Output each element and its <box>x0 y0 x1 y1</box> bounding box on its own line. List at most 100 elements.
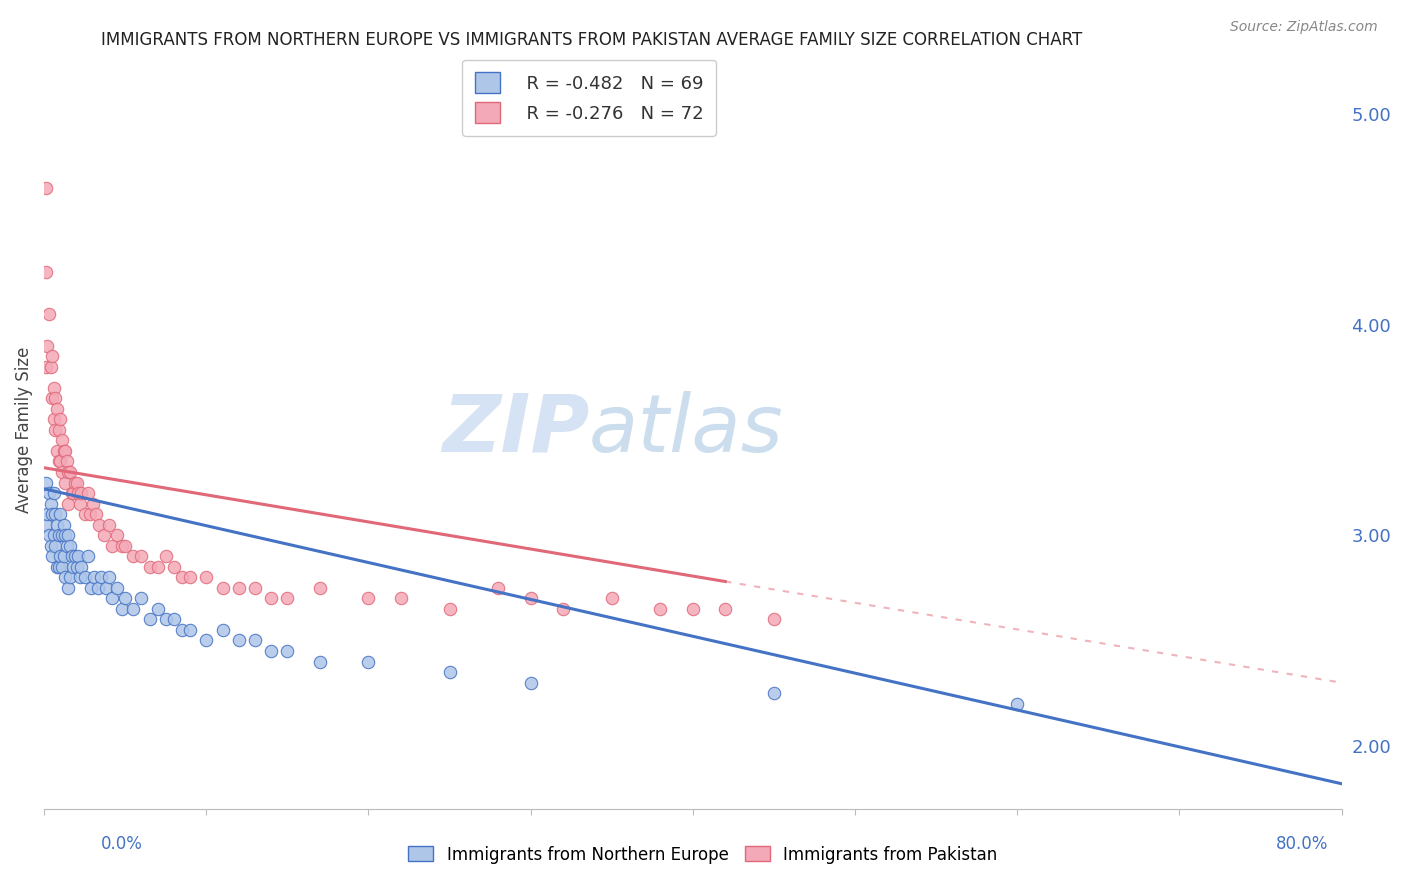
Point <box>48 528 70 542</box>
Point <box>357 655 380 669</box>
Point <box>51 465 73 479</box>
Point <box>49 507 72 521</box>
Point <box>211 581 233 595</box>
Point <box>48 454 70 468</box>
Point <box>60 486 83 500</box>
Text: atlas: atlas <box>589 391 783 469</box>
Point <box>65 475 87 490</box>
Point <box>82 497 104 511</box>
Point <box>89 517 111 532</box>
Point <box>42 486 65 500</box>
Point <box>93 528 115 542</box>
Point <box>308 581 330 595</box>
Point <box>714 602 737 616</box>
Point <box>58 497 80 511</box>
Point <box>243 633 266 648</box>
Point <box>56 539 79 553</box>
Point <box>131 591 153 606</box>
Point <box>49 454 72 468</box>
Point <box>46 559 69 574</box>
Point <box>122 549 145 564</box>
Point <box>51 434 73 448</box>
Point <box>44 391 66 405</box>
Point <box>84 507 107 521</box>
Point <box>41 349 63 363</box>
Point <box>77 549 100 564</box>
Point <box>519 591 541 606</box>
Point <box>101 591 124 606</box>
Point <box>49 549 72 564</box>
Point <box>44 423 66 437</box>
Text: ZIP: ZIP <box>441 391 589 469</box>
Point <box>38 307 60 321</box>
Point <box>600 591 623 606</box>
Point <box>357 591 380 606</box>
Point <box>73 507 96 521</box>
Point <box>179 623 201 637</box>
Point <box>46 401 69 416</box>
Point <box>195 633 218 648</box>
Point <box>63 475 86 490</box>
Point <box>486 581 509 595</box>
Point <box>122 602 145 616</box>
Point <box>131 549 153 564</box>
Legend:   R = -0.482   N = 69,   R = -0.276   N = 72: R = -0.482 N = 69, R = -0.276 N = 72 <box>463 60 716 136</box>
Point <box>439 665 461 679</box>
Point <box>69 570 91 584</box>
Point <box>53 570 76 584</box>
Point <box>69 497 91 511</box>
Point <box>41 549 63 564</box>
Point <box>551 602 574 616</box>
Point <box>59 539 82 553</box>
Point <box>37 507 59 521</box>
Point <box>38 528 60 542</box>
Point <box>46 517 69 532</box>
Point <box>42 412 65 426</box>
Point <box>146 559 169 574</box>
Point <box>62 486 84 500</box>
Point <box>163 612 186 626</box>
Point <box>682 602 704 616</box>
Point <box>58 581 80 595</box>
Point <box>58 465 80 479</box>
Point <box>170 623 193 637</box>
Point <box>39 359 62 374</box>
Point <box>52 444 75 458</box>
Point <box>63 549 86 564</box>
Point <box>41 507 63 521</box>
Point <box>56 454 79 468</box>
Point <box>228 581 250 595</box>
Point <box>35 517 58 532</box>
Text: Source: ZipAtlas.com: Source: ZipAtlas.com <box>1230 20 1378 34</box>
Text: 0.0%: 0.0% <box>101 835 143 853</box>
Point <box>42 528 65 542</box>
Point <box>101 539 124 553</box>
Point <box>211 623 233 637</box>
Point <box>70 486 93 500</box>
Point <box>195 570 218 584</box>
Point <box>35 359 58 374</box>
Point <box>49 412 72 426</box>
Text: 80.0%: 80.0% <box>1277 835 1329 853</box>
Point <box>260 644 283 658</box>
Point <box>53 528 76 542</box>
Point <box>35 265 58 279</box>
Point <box>42 381 65 395</box>
Point <box>138 612 160 626</box>
Point <box>170 570 193 584</box>
Point <box>439 602 461 616</box>
Point <box>39 497 62 511</box>
Point <box>1005 697 1028 711</box>
Point <box>762 612 785 626</box>
Point <box>39 539 62 553</box>
Point <box>105 581 128 595</box>
Point <box>650 602 672 616</box>
Point <box>48 559 70 574</box>
Point <box>105 528 128 542</box>
Point <box>138 559 160 574</box>
Point <box>308 655 330 669</box>
Point <box>77 486 100 500</box>
Point <box>73 570 96 584</box>
Point <box>98 570 121 584</box>
Point <box>276 591 298 606</box>
